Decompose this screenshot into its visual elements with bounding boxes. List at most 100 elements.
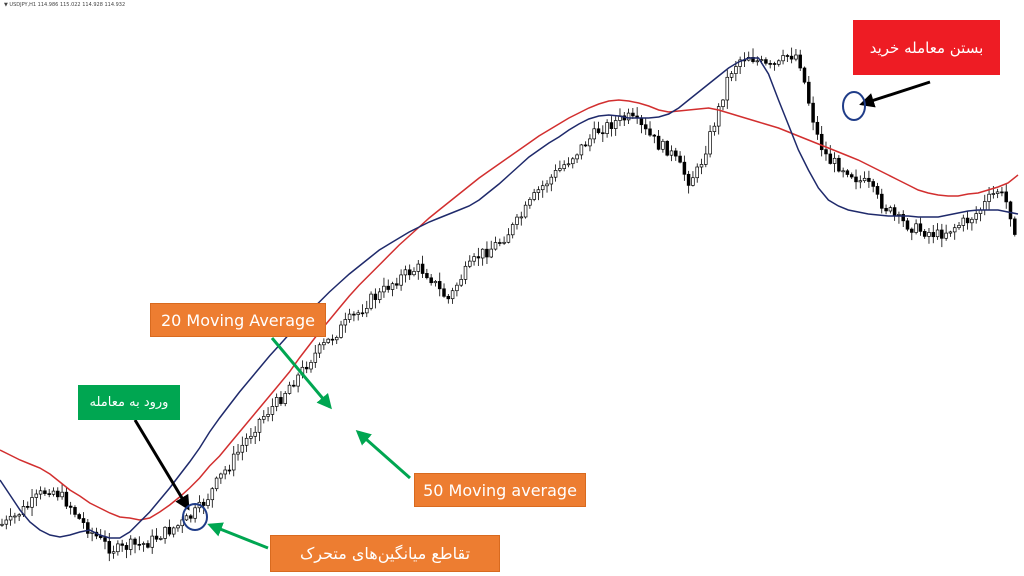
candle-body	[669, 150, 674, 156]
candle-body	[691, 177, 695, 186]
candle-body	[223, 469, 227, 475]
candle-body	[502, 241, 506, 244]
candle-body	[47, 493, 51, 495]
candle-body	[785, 55, 790, 57]
candle-body	[626, 112, 631, 121]
candle-body	[437, 281, 442, 290]
candle-body	[17, 514, 21, 517]
candle-body	[159, 538, 163, 540]
candle-body	[485, 248, 489, 258]
candle-body	[811, 102, 815, 123]
candle-body	[210, 488, 215, 501]
candle-body	[613, 120, 618, 129]
candle-body	[665, 140, 669, 156]
candle-body	[579, 144, 584, 156]
candle-body	[68, 505, 73, 508]
candle-body	[828, 153, 833, 164]
candle-body	[755, 60, 760, 63]
candle-body	[837, 157, 841, 172]
candle-body	[1000, 191, 1004, 194]
candle-body	[789, 55, 794, 60]
candle-body	[725, 76, 730, 101]
annotation-arrows	[133, 80, 931, 550]
exit-arrow	[859, 80, 931, 108]
candle-body	[699, 164, 704, 168]
candle-body	[588, 138, 592, 147]
candle-body	[184, 515, 189, 521]
candle-body	[905, 220, 910, 230]
candle-body	[189, 515, 193, 519]
candle-body	[892, 207, 897, 216]
candle-body	[772, 63, 777, 65]
candle-body	[768, 63, 772, 65]
candle-body	[927, 232, 931, 237]
candle-body	[695, 166, 699, 179]
candle-body	[442, 288, 446, 297]
candle-body	[283, 393, 287, 404]
candle-body	[922, 231, 927, 237]
candle-body	[128, 538, 133, 550]
candle-body	[661, 140, 665, 150]
candle-body	[309, 362, 313, 370]
candle-body	[206, 499, 210, 506]
candle-body	[77, 514, 81, 519]
candle-body	[330, 338, 335, 341]
candle-body	[957, 225, 961, 229]
candle-body	[639, 117, 644, 126]
candle-body	[970, 218, 974, 224]
candle-body	[656, 135, 661, 150]
candle-body	[974, 213, 978, 220]
candle-body	[317, 344, 322, 354]
candle-body	[120, 543, 124, 546]
candle-body	[682, 161, 687, 175]
candle-body	[819, 133, 824, 151]
candle-body	[377, 291, 382, 300]
candle-body	[167, 526, 172, 535]
candle-body	[4, 519, 9, 525]
candle-body	[605, 122, 609, 134]
candle-body	[386, 285, 390, 290]
ma50-line	[0, 99, 1019, 521]
candle-body	[944, 232, 948, 239]
candle-body	[240, 444, 245, 453]
candle-body	[360, 312, 365, 315]
candle-body	[34, 493, 39, 498]
candle-body	[412, 271, 416, 276]
candle-body	[631, 112, 635, 117]
candle-body	[553, 170, 558, 178]
candle-body	[292, 384, 296, 387]
candle-body	[940, 229, 944, 239]
candle-body	[116, 543, 120, 553]
entry-callout: ورود به معامله	[78, 385, 180, 420]
candle-body	[528, 199, 532, 206]
candle-body	[347, 313, 352, 320]
candle-body	[648, 128, 652, 136]
candle-body	[716, 106, 721, 127]
entry-arrow	[133, 419, 190, 511]
candle-body	[798, 54, 802, 69]
candle-body	[983, 201, 987, 211]
candle-body	[429, 277, 433, 284]
candle-body	[253, 431, 257, 437]
candle-body	[279, 397, 283, 404]
candle-body	[1008, 201, 1013, 220]
candle-body	[643, 124, 648, 130]
candle-body	[326, 338, 330, 343]
candle-body	[270, 406, 275, 415]
candle-body	[841, 170, 845, 173]
candle-body	[356, 312, 360, 315]
candle-body	[13, 515, 17, 518]
candle-body	[163, 526, 167, 539]
candle-body	[910, 228, 914, 233]
candle-body	[506, 234, 511, 243]
candle-body	[193, 507, 197, 519]
candle-body	[365, 308, 369, 314]
candle-body	[73, 507, 77, 515]
crossover-callout: تقاطع میانگین‌های متحرک	[270, 535, 500, 572]
candle-body	[880, 193, 884, 209]
candle-body	[343, 319, 348, 326]
candle-body	[137, 543, 142, 546]
candle-body	[81, 518, 86, 523]
candle-body	[262, 416, 266, 420]
candle-body	[794, 54, 798, 60]
